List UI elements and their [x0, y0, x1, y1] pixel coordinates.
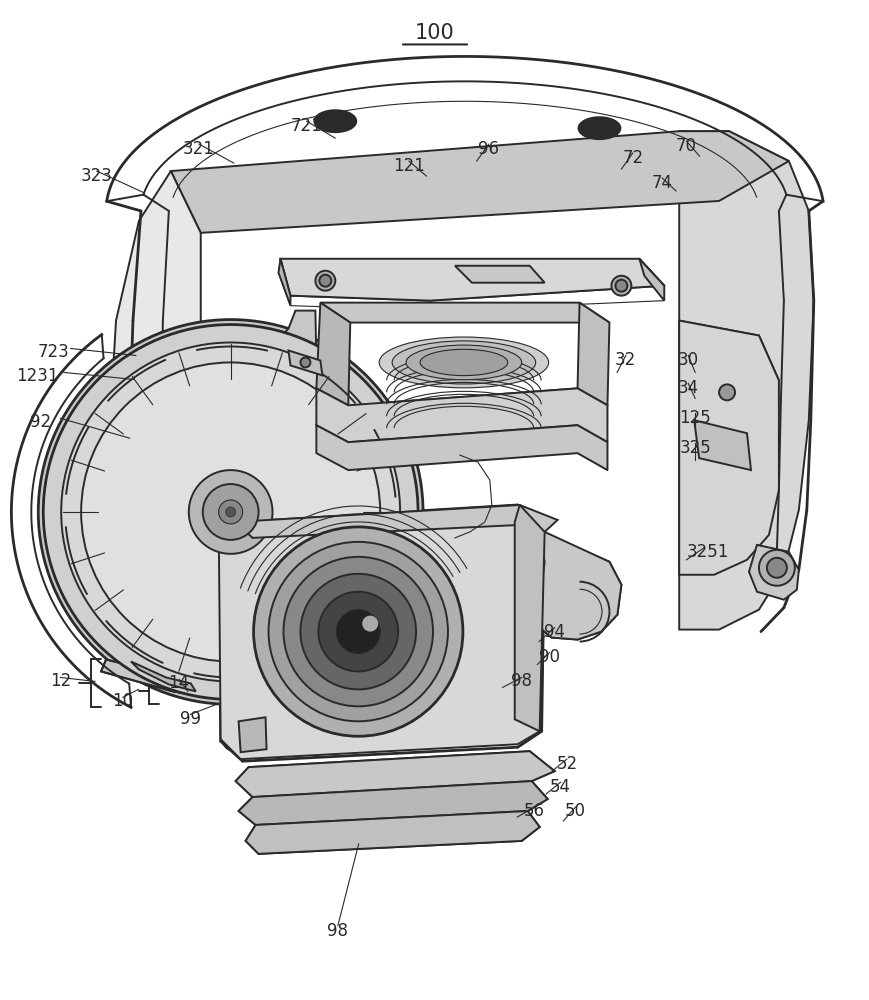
Polygon shape [255, 316, 348, 405]
Text: 34: 34 [677, 379, 698, 397]
Ellipse shape [319, 114, 351, 128]
Text: 94: 94 [543, 623, 565, 641]
Text: 70: 70 [675, 137, 696, 155]
Ellipse shape [392, 341, 535, 384]
Text: 121: 121 [393, 157, 424, 175]
Text: 3251: 3251 [687, 543, 728, 561]
Polygon shape [170, 131, 788, 233]
Polygon shape [238, 717, 266, 752]
Polygon shape [210, 311, 316, 410]
Polygon shape [101, 659, 280, 711]
Polygon shape [218, 505, 544, 759]
Ellipse shape [420, 349, 507, 376]
Text: 72: 72 [621, 149, 642, 167]
Text: 54: 54 [549, 778, 571, 796]
Text: 323: 323 [81, 167, 113, 185]
Circle shape [319, 275, 331, 287]
Ellipse shape [578, 117, 620, 139]
Text: 100: 100 [415, 23, 454, 43]
Ellipse shape [314, 110, 355, 132]
Circle shape [315, 271, 335, 291]
Circle shape [269, 542, 448, 721]
Circle shape [766, 558, 786, 578]
Circle shape [81, 362, 380, 661]
Polygon shape [109, 171, 201, 630]
Polygon shape [238, 781, 547, 825]
Polygon shape [748, 545, 798, 600]
Circle shape [300, 357, 310, 367]
Circle shape [225, 507, 235, 517]
Ellipse shape [379, 337, 548, 388]
Polygon shape [514, 505, 544, 731]
Polygon shape [316, 303, 350, 405]
Circle shape [719, 384, 734, 400]
Text: 56: 56 [524, 802, 545, 820]
Circle shape [758, 550, 794, 586]
Circle shape [318, 592, 398, 671]
Text: 92: 92 [30, 413, 51, 431]
Polygon shape [316, 388, 607, 442]
Polygon shape [278, 259, 290, 306]
Polygon shape [679, 321, 778, 575]
Text: 96: 96 [478, 140, 499, 158]
Text: 90: 90 [539, 648, 560, 666]
Text: 10: 10 [112, 692, 133, 710]
Text: 14: 14 [169, 674, 189, 692]
Polygon shape [320, 303, 609, 323]
Circle shape [202, 484, 258, 540]
Text: 721: 721 [290, 117, 322, 135]
Text: 98: 98 [511, 672, 532, 690]
Circle shape [253, 527, 462, 736]
Polygon shape [537, 532, 620, 640]
Polygon shape [245, 811, 539, 854]
Circle shape [614, 280, 627, 292]
Ellipse shape [583, 121, 614, 135]
Polygon shape [235, 505, 557, 538]
Polygon shape [577, 303, 609, 405]
Polygon shape [280, 259, 664, 301]
Circle shape [336, 610, 380, 654]
Circle shape [300, 574, 415, 689]
Polygon shape [131, 661, 196, 691]
Text: 50: 50 [564, 802, 586, 820]
Circle shape [218, 500, 242, 524]
Text: 723: 723 [37, 343, 70, 361]
Text: 325: 325 [679, 439, 710, 457]
Text: 52: 52 [555, 755, 577, 773]
Circle shape [189, 470, 272, 554]
Text: 98: 98 [327, 922, 348, 940]
Polygon shape [679, 131, 813, 630]
Text: 99: 99 [180, 710, 201, 728]
Text: 32: 32 [614, 351, 636, 369]
Ellipse shape [406, 345, 521, 380]
Polygon shape [693, 420, 750, 470]
Polygon shape [639, 259, 664, 301]
Text: 12: 12 [50, 672, 71, 690]
Circle shape [43, 325, 418, 699]
Text: 321: 321 [183, 140, 215, 158]
Circle shape [611, 276, 631, 296]
Polygon shape [235, 751, 554, 797]
Text: 125: 125 [679, 409, 710, 427]
Circle shape [61, 343, 400, 681]
Text: 30: 30 [677, 351, 698, 369]
Ellipse shape [38, 320, 422, 704]
Polygon shape [316, 425, 607, 470]
Polygon shape [454, 266, 544, 283]
Polygon shape [289, 350, 322, 375]
Text: 74: 74 [651, 174, 672, 192]
Circle shape [362, 616, 378, 632]
Circle shape [283, 557, 433, 706]
Text: 1231: 1231 [17, 367, 59, 385]
